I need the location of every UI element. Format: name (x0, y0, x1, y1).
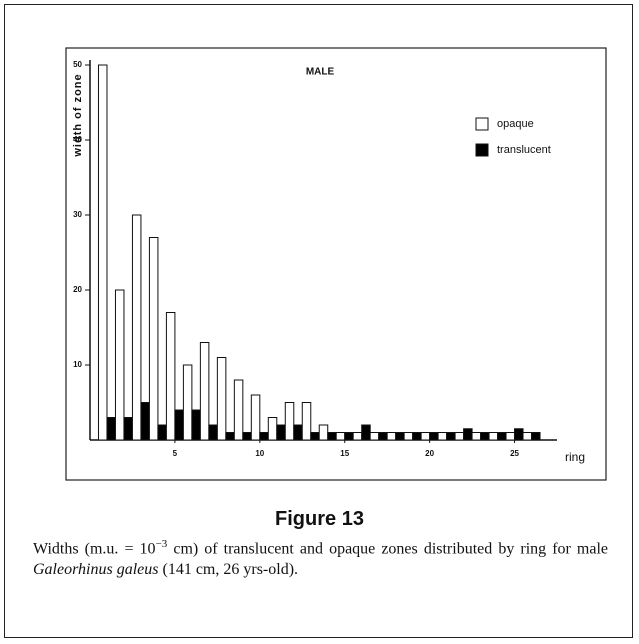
bar (199, 342, 210, 441)
bar (344, 432, 354, 441)
bar (318, 424, 329, 441)
legend-label: opaque (497, 118, 534, 130)
bar (259, 432, 269, 441)
bar (191, 409, 201, 441)
bar (140, 402, 150, 441)
caption-part: cm) of translucent and opaque zones dist… (167, 540, 609, 558)
bar (361, 424, 371, 441)
bar (514, 428, 524, 441)
x-tick-label: 10 (255, 449, 264, 458)
bar (182, 364, 193, 441)
caption-part: Widths (m.u. = 10 (33, 540, 156, 558)
x-axis-label: ring (565, 450, 585, 464)
bar (114, 289, 125, 441)
bar (293, 424, 303, 441)
bar (446, 432, 456, 441)
bar (488, 432, 499, 441)
y-axis-label: width of zone (72, 73, 84, 157)
bar (327, 432, 337, 441)
x-tick-label: 5 (173, 449, 178, 458)
y-tick-label: 10 (73, 360, 82, 369)
y-tick-label: 30 (73, 210, 82, 219)
y-tick-label: 40 (73, 135, 82, 144)
bar (454, 432, 465, 441)
bar (131, 214, 142, 441)
x-tick-label: 15 (340, 449, 349, 458)
bar (123, 417, 133, 441)
chart: MALE width of zone ring 10 20 30 40 50 5 10 15 2… (65, 47, 607, 481)
legend-swatch (475, 143, 489, 157)
caption-part: (141 cm, 26 yrs-old). (158, 561, 299, 579)
bar (335, 432, 346, 441)
figure-label: Figure 13 (275, 508, 364, 530)
bar (352, 432, 363, 441)
bar (522, 432, 533, 441)
caption-part: −3 (155, 538, 168, 550)
bar (157, 424, 167, 441)
chart-frame (65, 47, 607, 481)
figure-frame (4, 4, 633, 638)
bar (310, 432, 320, 441)
bar (471, 432, 482, 441)
bar (403, 432, 414, 441)
bar (301, 402, 312, 441)
bar (250, 394, 261, 441)
bar (369, 432, 380, 441)
x-tick-label: 25 (510, 449, 519, 458)
bar (208, 424, 218, 441)
bar (429, 432, 439, 441)
bar (531, 432, 541, 441)
bar (437, 432, 448, 441)
bar (378, 432, 388, 441)
bar (225, 432, 235, 441)
bar (148, 237, 159, 441)
bar (420, 432, 431, 441)
bar (216, 357, 227, 441)
bar (165, 312, 176, 441)
x-tick-label: 20 (425, 449, 434, 458)
bar (267, 417, 278, 441)
bar (412, 432, 422, 441)
y-tick-label: 50 (73, 60, 82, 69)
bar (97, 64, 108, 441)
caption-part: Galeorhinus galeus (33, 561, 159, 579)
bar (242, 432, 252, 441)
bar (480, 432, 490, 441)
caption: Widths (m.u. = 10−3 cm) of translucent a… (33, 534, 608, 580)
bar (233, 379, 244, 441)
bar (284, 402, 295, 441)
bar (106, 417, 116, 441)
chart-title: MALE (306, 67, 335, 78)
legend-swatch (475, 117, 489, 131)
bar (395, 432, 405, 441)
bar (386, 432, 397, 441)
bar (505, 432, 516, 441)
legend-label: translucent (497, 144, 551, 156)
y-tick-label: 20 (73, 285, 82, 294)
bar (497, 432, 507, 441)
bar (276, 424, 286, 441)
bar (174, 409, 184, 441)
bar (463, 428, 473, 441)
